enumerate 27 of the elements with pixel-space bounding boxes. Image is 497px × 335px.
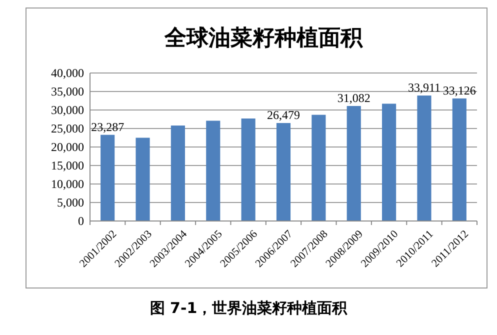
bar (170, 126, 185, 221)
bar (452, 98, 466, 221)
y-tick-label: 10,000 (51, 177, 84, 192)
bar (206, 120, 220, 221)
y-tick-label: 5,000 (57, 196, 84, 210)
data-label: 33,126 (442, 83, 476, 98)
bar (382, 104, 396, 221)
y-tick-label: 35,000 (51, 84, 84, 99)
bar (241, 118, 256, 221)
bar (276, 123, 291, 221)
bar (417, 96, 432, 221)
bar (312, 114, 326, 221)
bar (100, 134, 115, 221)
data-label: 33,911 (408, 80, 441, 95)
y-tick-label: 20,000 (51, 140, 84, 154)
y-tick-label: 25,000 (51, 122, 84, 136)
y-tick-label: 0 (78, 214, 84, 228)
data-label: 31,082 (337, 90, 370, 105)
data-label: 26,479 (267, 108, 300, 122)
y-tick-label: 15,000 (51, 158, 84, 173)
caption: 图 7-1，世界油菜籽种植面积 (150, 299, 348, 317)
data-label: 23,287 (91, 120, 124, 134)
bar (136, 138, 150, 221)
bar (346, 106, 361, 221)
chart-title: 全球油菜籽种植面积 (164, 26, 364, 51)
y-tick-label: 30,000 (51, 103, 84, 118)
y-tick-label: 40,000 (51, 66, 84, 80)
